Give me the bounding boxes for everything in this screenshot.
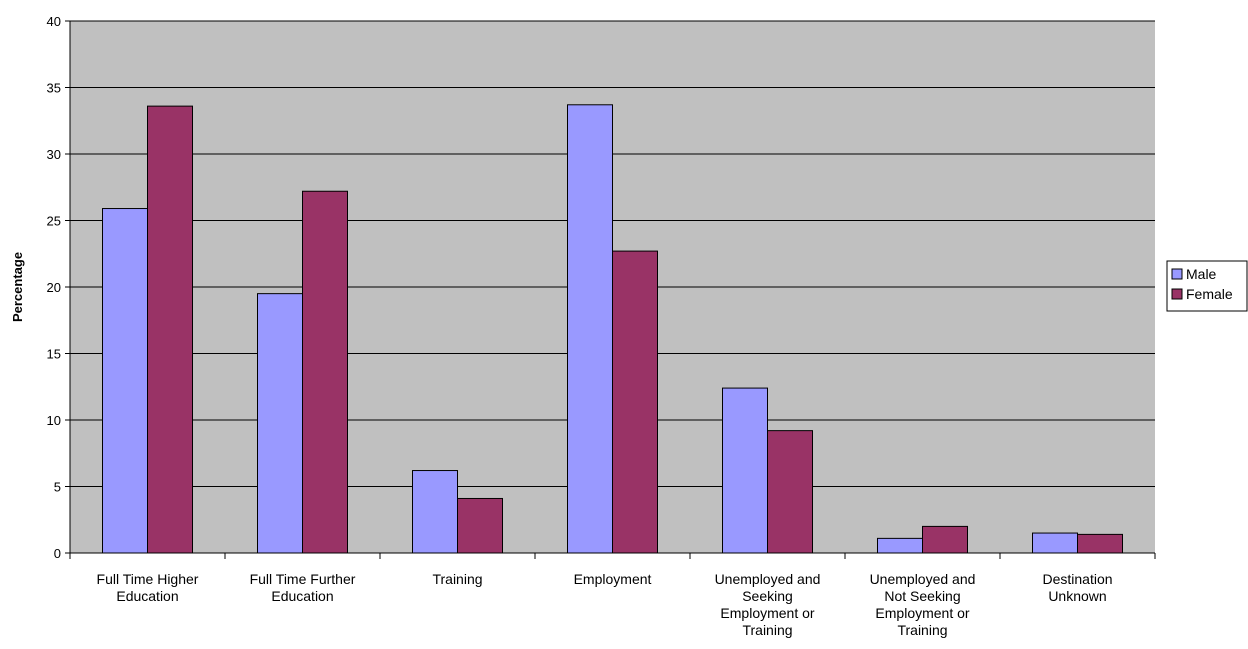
x-category-label: Unemployed and Seeking Employment or Traini… (715, 571, 821, 638)
bar-female (302, 190, 348, 554)
x-category-labels: Full Time Higher Education Full Time Furth… (97, 571, 1113, 638)
y-tick-label: 15 (47, 347, 61, 362)
x-category-label: Destination Unknown (1042, 571, 1112, 604)
bar-female (457, 497, 503, 554)
bar-male (412, 470, 458, 554)
x-category-label: Training (432, 571, 482, 587)
bar-male (102, 208, 148, 554)
x-category-label: Unemployed and Not Seeking Employment or Tr… (870, 571, 976, 638)
x-category-label: Full Time Further Education (250, 571, 356, 604)
y-tick-label: 25 (47, 214, 61, 229)
legend-label-female: Female (1186, 286, 1233, 302)
y-tick-label: 30 (47, 147, 61, 162)
bar-female (1077, 533, 1123, 554)
y-tick-label: 40 (47, 14, 61, 29)
bar-male (1032, 532, 1078, 554)
y-tick-label: 10 (47, 413, 61, 428)
y-tick-label: 35 (47, 81, 61, 96)
legend-swatch-female (1171, 288, 1183, 300)
y-tick-label: 0 (54, 546, 61, 561)
bar-female (767, 430, 813, 554)
x-category-label: Full Time Higher Education (97, 571, 199, 604)
y-tick-label: 5 (54, 480, 61, 495)
legend-swatch-male (1171, 268, 1183, 280)
x-category-label: Employment (574, 571, 652, 587)
bar-female (147, 105, 193, 554)
bar-male (257, 293, 303, 554)
y-tick-labels: 0 5 10 15 20 25 30 35 40 (47, 14, 61, 561)
bar-male (722, 387, 768, 554)
bar-male (877, 537, 923, 554)
bar-male (567, 104, 613, 554)
bar-female (612, 250, 658, 554)
bars (102, 104, 1123, 554)
bar-female (922, 525, 968, 554)
legend-label-male: Male (1186, 266, 1217, 282)
axes (65, 20, 1156, 559)
y-tick-label: 20 (47, 280, 61, 295)
legend: Male Female (1166, 260, 1248, 312)
y-axis-label: Percentage (10, 252, 25, 322)
